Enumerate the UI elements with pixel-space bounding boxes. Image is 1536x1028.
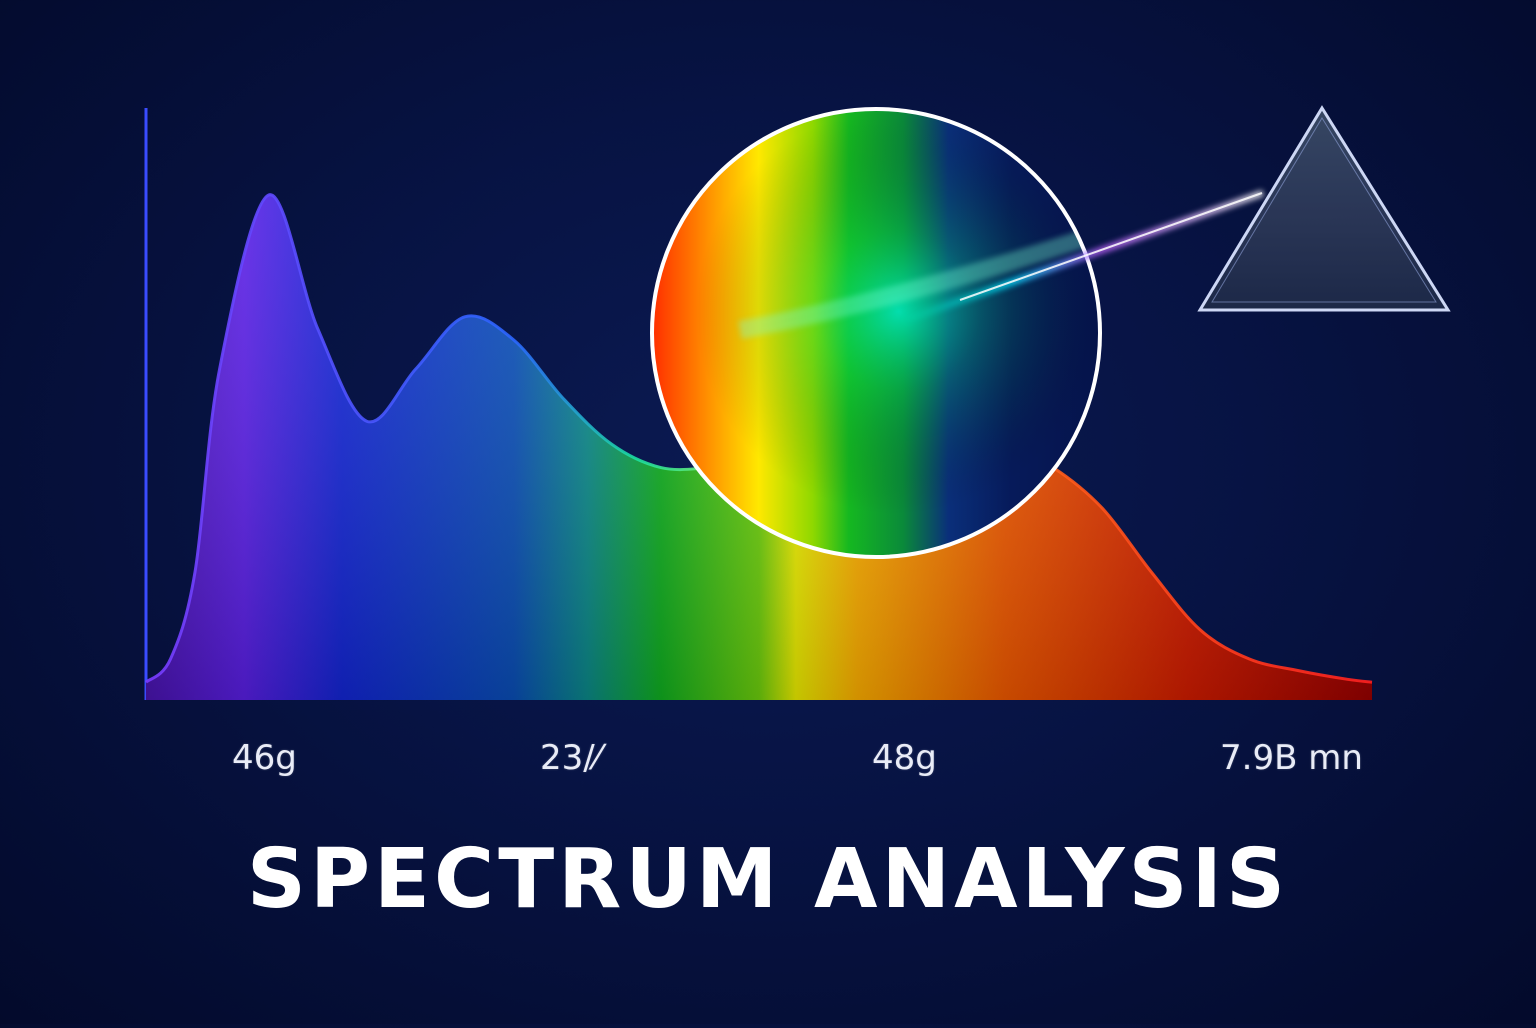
x-tick-label-2: 23/⁄	[540, 738, 601, 778]
chart-title: SPECTRUM ANALYSIS	[246, 832, 1290, 927]
spectrum-curve	[144, 193, 1373, 684]
prism-icon	[1197, 105, 1451, 312]
magnifier-lens-icon	[650, 107, 1102, 559]
x-tick-label-4: 7.9B mn	[1220, 738, 1363, 778]
x-tick-label-1: 46g	[232, 738, 297, 778]
x-tick-label-3: 48g	[872, 738, 937, 778]
light-beam	[900, 190, 1264, 326]
spectrum-area-shade	[146, 194, 1372, 701]
